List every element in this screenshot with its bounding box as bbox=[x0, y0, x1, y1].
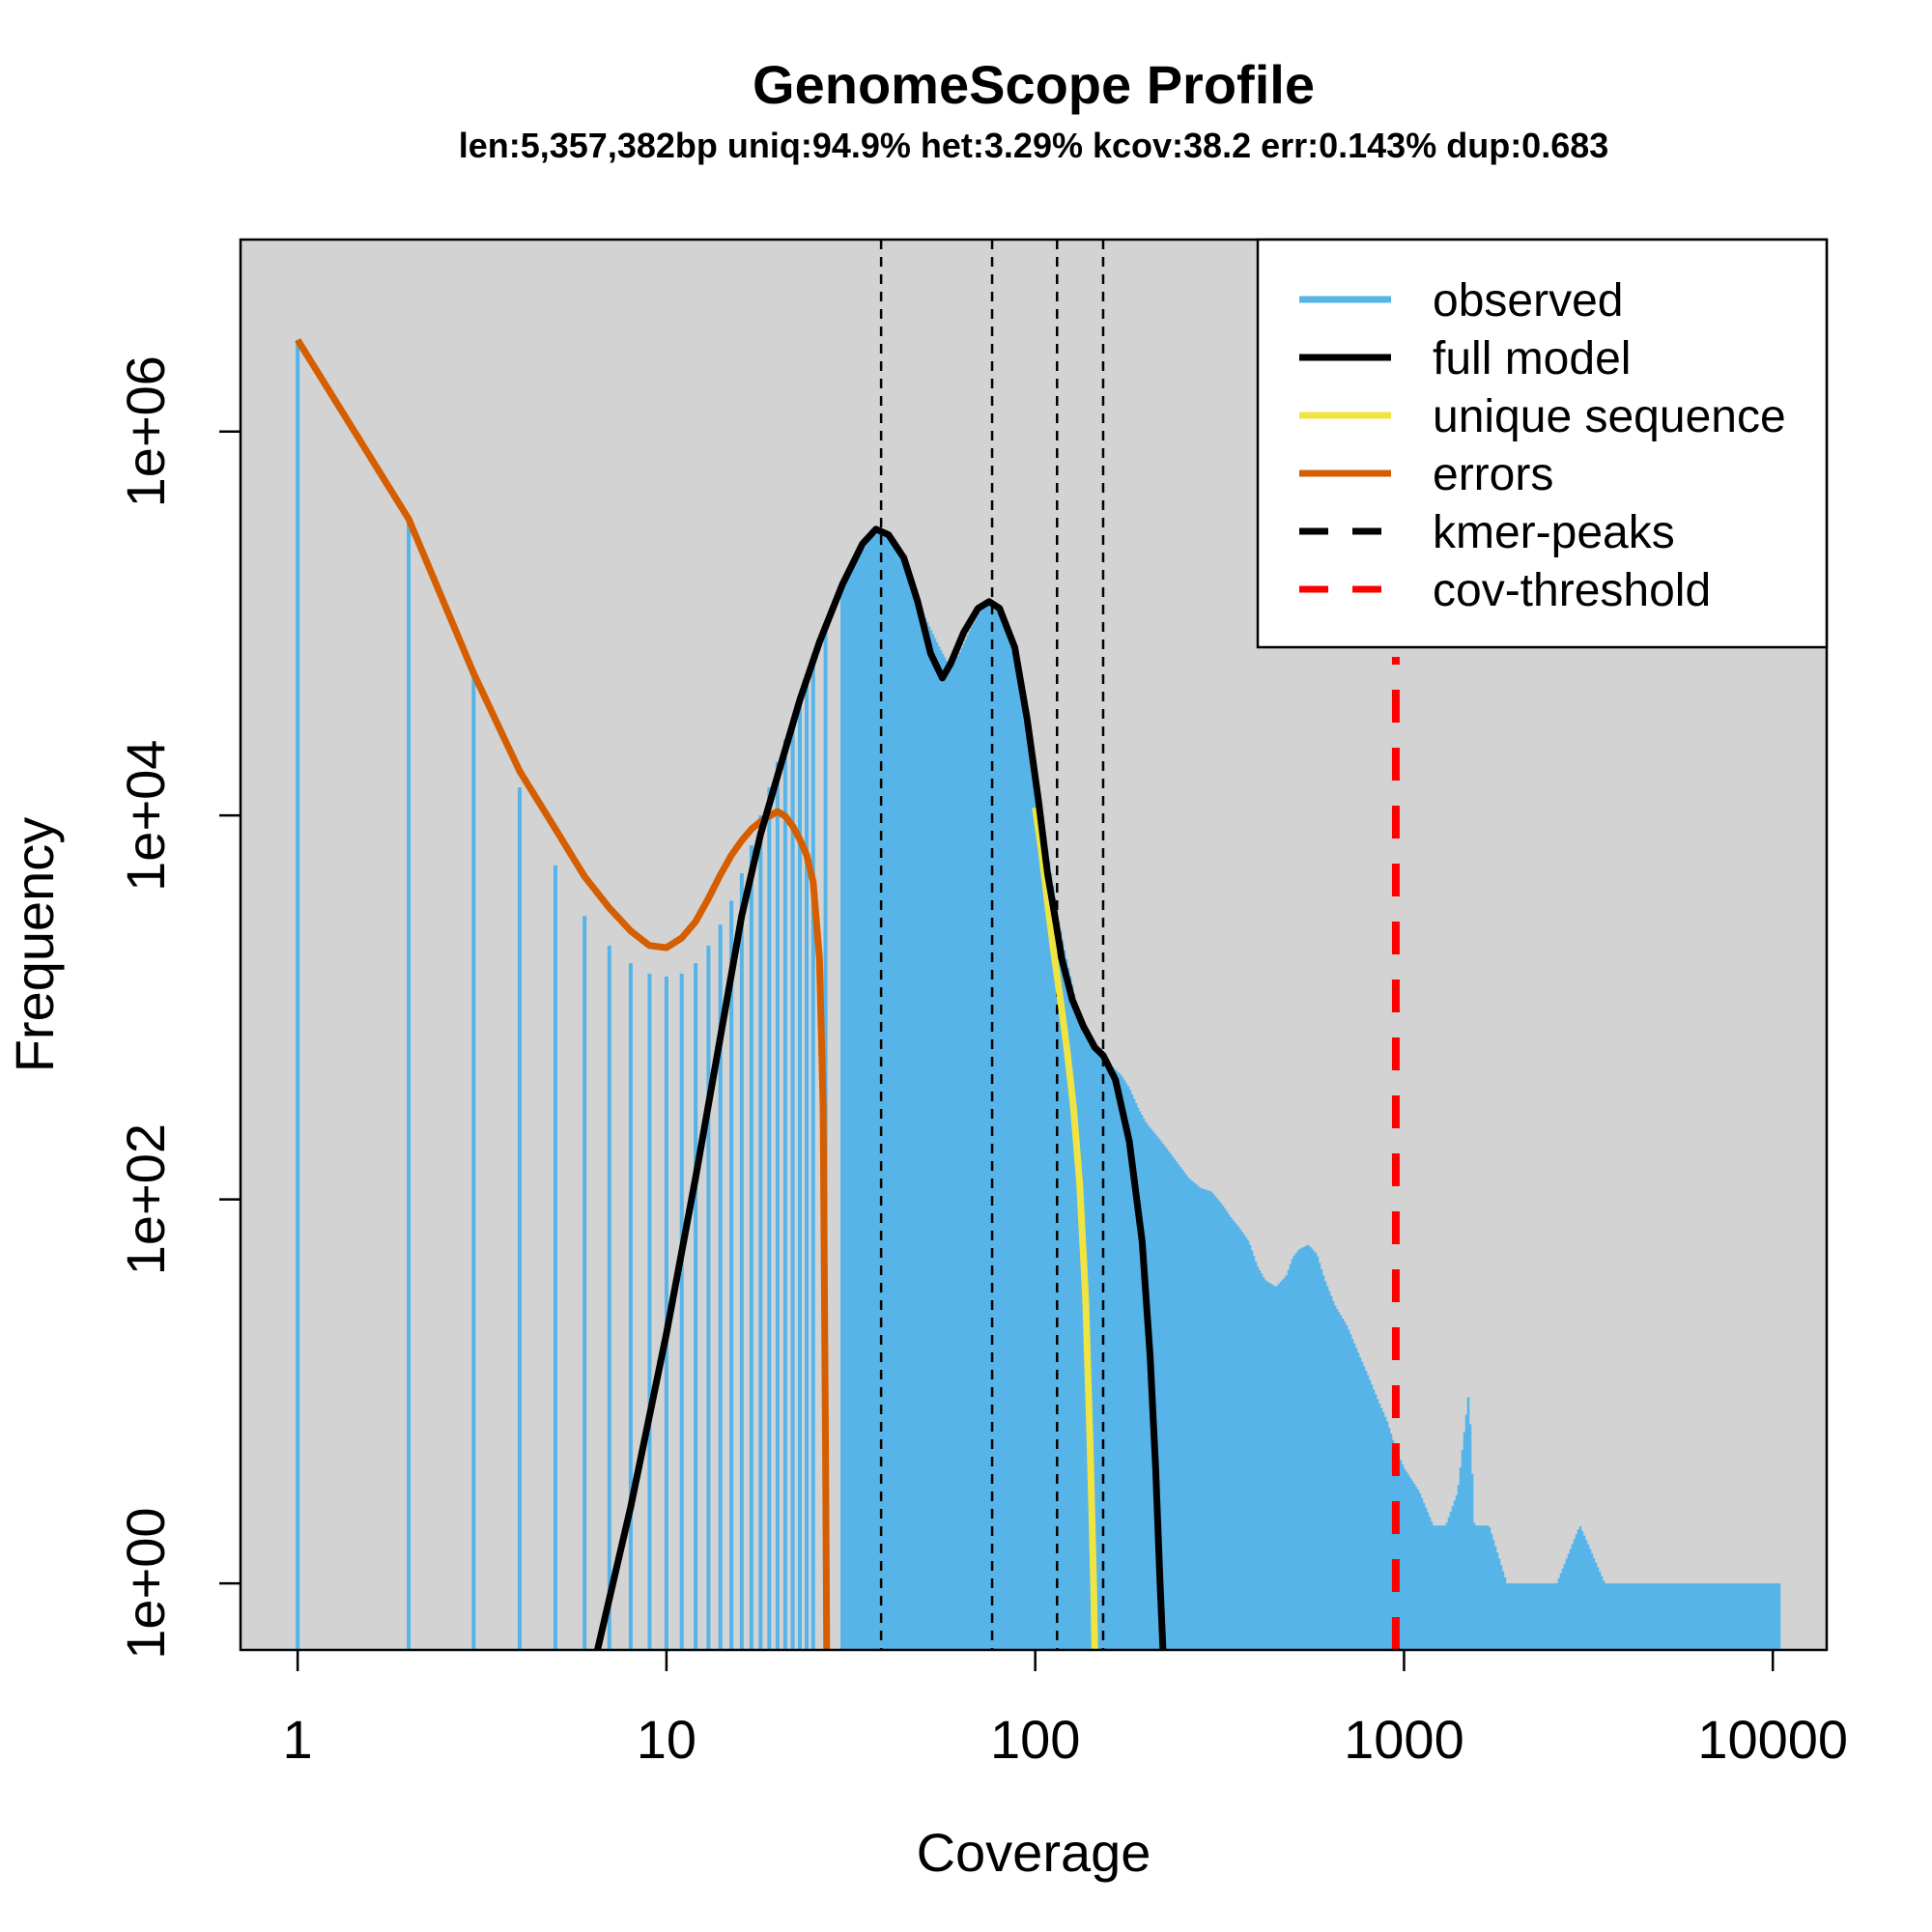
legend-box bbox=[1256, 238, 1829, 649]
plot-frame bbox=[239, 238, 1829, 1652]
legend-label: kmer-peaks bbox=[1433, 507, 1675, 558]
legend-item: full model bbox=[1299, 333, 1631, 384]
x-tick-label: 1 bbox=[283, 1709, 313, 1770]
errors-curve bbox=[295, 338, 831, 1650]
y-axis: 1e+00 1e+02 1e+04 1e+06 bbox=[115, 355, 241, 1660]
model-curves bbox=[295, 338, 1167, 1650]
x-axis: 1 10 100 1000 10000 bbox=[283, 1650, 1848, 1770]
x-tick-label: 10 bbox=[637, 1709, 696, 1770]
legend-item: observed bbox=[1299, 275, 1623, 327]
legend-item: errors bbox=[1299, 449, 1553, 500]
legend-item: kmer-peaks bbox=[1299, 507, 1675, 558]
y-tick-label: 1e+06 bbox=[115, 355, 176, 507]
x-axis-label: Coverage bbox=[917, 1822, 1151, 1883]
legend: observed full model unique sequence errors k… bbox=[1256, 238, 1829, 649]
x-tick-label: 100 bbox=[990, 1709, 1080, 1770]
x-tick-label: 1000 bbox=[1344, 1709, 1464, 1770]
observed-histogram bbox=[296, 339, 1781, 1650]
legend-item: unique sequence bbox=[1299, 391, 1786, 442]
legend-label: cov-threshold bbox=[1433, 565, 1711, 616]
y-tick-label: 1e+00 bbox=[115, 1507, 176, 1659]
x-tick-label: 10000 bbox=[1697, 1709, 1848, 1770]
chart-subtitle: len:5,357,382bp uniq:94.9% het:3.29% kco… bbox=[459, 126, 1609, 165]
legend-label: errors bbox=[1433, 449, 1553, 500]
y-axis-label: Frequency bbox=[4, 817, 65, 1073]
unique-sequence-curve bbox=[1032, 807, 1098, 1650]
chart-title: GenomeScope Profile bbox=[753, 54, 1315, 115]
legend-label: full model bbox=[1433, 333, 1631, 384]
y-tick-label: 1e+04 bbox=[115, 740, 176, 892]
legend-item: cov-threshold bbox=[1299, 565, 1711, 616]
legend-label: observed bbox=[1433, 275, 1623, 327]
y-tick-label: 1e+02 bbox=[115, 1123, 176, 1275]
legend-label: unique sequence bbox=[1433, 391, 1786, 442]
full-model-curve bbox=[594, 526, 1167, 1650]
